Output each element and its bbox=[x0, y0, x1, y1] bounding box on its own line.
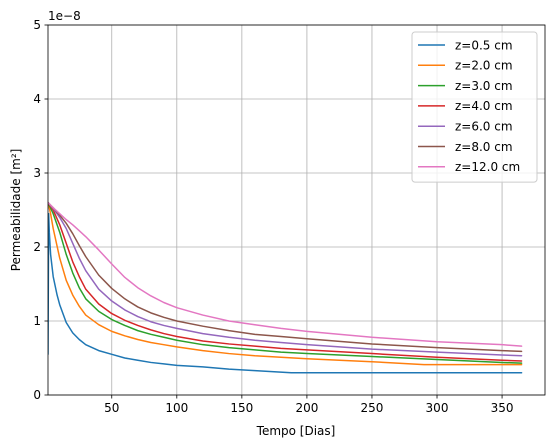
series-line-1 bbox=[48, 201, 523, 366]
x-tick-label: 100 bbox=[165, 401, 188, 415]
legend-label: z=2.0 cm bbox=[455, 59, 513, 73]
y-tick-label: 3 bbox=[33, 166, 41, 180]
y-offset-label: 1e−8 bbox=[48, 9, 81, 23]
x-tick-label: 150 bbox=[230, 401, 253, 415]
x-tick-label: 200 bbox=[295, 401, 318, 415]
legend-label: z=6.0 cm bbox=[455, 120, 513, 134]
series-group bbox=[48, 201, 523, 374]
x-tick-label: 50 bbox=[104, 401, 119, 415]
axes-frame bbox=[47, 24, 546, 396]
x-axis-label: Tempo [Dias] bbox=[256, 424, 336, 438]
x-tick-label: 300 bbox=[426, 401, 449, 415]
series-line-6 bbox=[48, 201, 523, 347]
series-line-2 bbox=[48, 201, 523, 364]
legend-label: z=0.5 cm bbox=[455, 38, 513, 52]
legend: z=0.5 cm z=2.0 cm z=3.0 cm z=4.0 cm z=6.0 cm… bbox=[411, 31, 538, 183]
y-axis-label: Permeabilidade [m²] bbox=[9, 149, 23, 272]
x-tick-label: 250 bbox=[361, 401, 384, 415]
y-tick-label: 1 bbox=[33, 314, 41, 328]
y-tick-label: 0 bbox=[33, 388, 41, 402]
legend-label: z=8.0 cm bbox=[455, 140, 513, 154]
series-line-0 bbox=[48, 212, 523, 374]
series-line-4 bbox=[48, 201, 523, 357]
y-tick-label: 5 bbox=[33, 18, 41, 32]
legend-label: z=3.0 cm bbox=[455, 79, 513, 93]
plot-area: 50 100 150 200 250 300 350 0 1 2 3 4 5 z=0.5 cm z=2.0 … bbox=[33, 18, 546, 415]
series-line-3 bbox=[48, 201, 523, 362]
legend-label: z=4.0 cm bbox=[455, 99, 513, 113]
y-tick-label: 2 bbox=[33, 240, 41, 254]
legend-frame bbox=[411, 31, 538, 183]
series-line-5 bbox=[48, 201, 523, 353]
y-tick-label: 4 bbox=[33, 92, 41, 106]
x-tick-label: 350 bbox=[491, 401, 514, 415]
legend-label: z=12.0 cm bbox=[455, 160, 520, 174]
